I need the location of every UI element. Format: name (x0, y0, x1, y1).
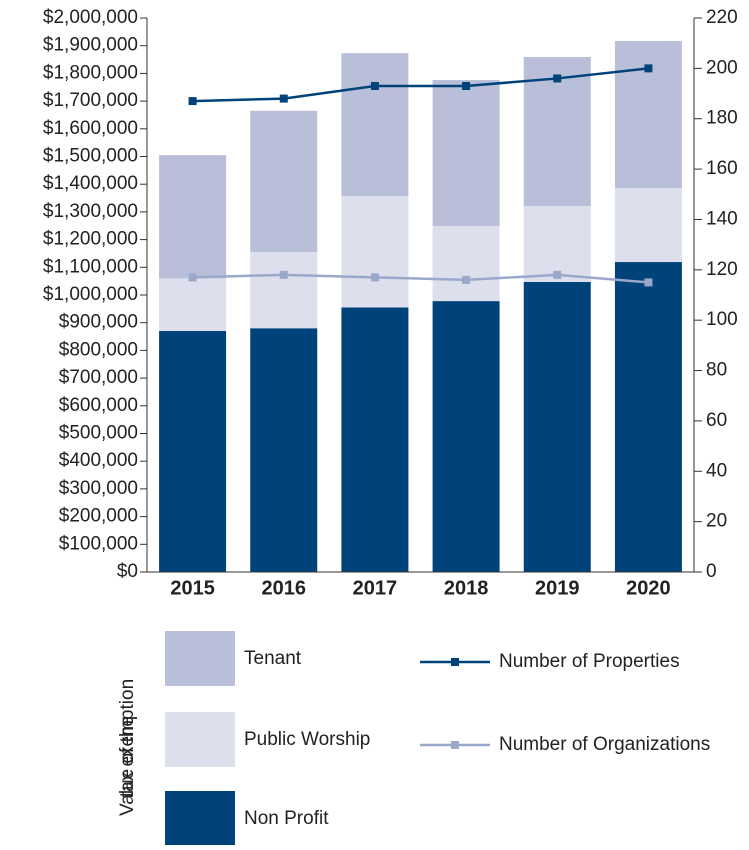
legend-marker (451, 741, 459, 749)
y-tick-label: $800,000 (59, 339, 138, 360)
x-tick-label: 2017 (353, 577, 398, 599)
y-tick-label: $600,000 (59, 395, 138, 416)
legend-swatch (165, 712, 235, 767)
y-tick-label: $500,000 (59, 423, 138, 444)
x-tick-label: 2020 (626, 577, 671, 599)
y-tick-label: $900,000 (59, 312, 138, 333)
y2-tick-label: 100 (706, 309, 738, 330)
bar (159, 155, 227, 279)
line-marker (644, 64, 653, 73)
y2-tick-label: 60 (706, 410, 727, 431)
y-tick-label: $1,900,000 (43, 35, 138, 56)
legend-label: Number of Properties (499, 651, 680, 672)
y-tick-label: $1,400,000 (43, 173, 138, 194)
x-tick-label: 2016 (262, 577, 307, 599)
legend-swatch (165, 791, 235, 846)
legend-label: Number of Organizations (499, 734, 710, 755)
bar (341, 196, 409, 308)
line (192, 67, 649, 103)
line-marker (462, 275, 471, 284)
y2-tick-label: 180 (706, 108, 738, 129)
legend-title: Value of the (117, 716, 138, 816)
y-tick-label: $1,300,000 (43, 201, 138, 222)
y2-tick-label: 140 (706, 208, 738, 229)
legend-title: tax exemption (117, 679, 138, 797)
line-marker (553, 270, 562, 279)
legend-label: Tenant (244, 648, 302, 669)
line (192, 273, 649, 284)
y-tick-label: $2,000,000 (43, 7, 138, 28)
y-tick-label: $700,000 (59, 367, 138, 388)
line-marker (553, 74, 562, 83)
y2-tick-label: 0 (706, 561, 717, 582)
bar (341, 53, 409, 197)
y-tick-label: $300,000 (59, 478, 138, 499)
y2-tick-label: 40 (706, 460, 727, 481)
y-tick-label: $200,000 (59, 506, 138, 527)
bar (523, 281, 591, 572)
line-marker (370, 273, 379, 282)
y2-tick-label: 20 (706, 511, 727, 532)
bar (614, 188, 682, 263)
line-marker (644, 278, 653, 287)
line-marker (370, 81, 379, 90)
bar (159, 278, 227, 332)
legend-label: Public Worship (244, 729, 370, 750)
y-tick-label: $1,000,000 (43, 284, 138, 305)
y-tick-label: $1,800,000 (43, 62, 138, 83)
legend-title-line: Value of the (117, 716, 138, 816)
bar (432, 301, 500, 572)
legend-title-line: tax exemption (117, 679, 138, 797)
line-marker (279, 270, 288, 279)
bar (159, 331, 227, 572)
y-tick-label: $1,600,000 (43, 118, 138, 139)
y-tick-label: $0 (117, 561, 138, 582)
line-marker (279, 94, 288, 103)
legend-label: Non Profit (244, 808, 329, 829)
bar (614, 262, 682, 572)
x-tick-label: 2018 (444, 577, 489, 599)
line-marker (462, 81, 471, 90)
y-tick-label: $100,000 (59, 533, 138, 554)
bar (250, 110, 318, 253)
y-tick-label: $1,100,000 (43, 256, 138, 277)
bar (341, 307, 409, 572)
bar (432, 226, 500, 302)
x-tick-label: 2015 (170, 577, 215, 599)
y2-tick-label: 160 (706, 158, 738, 179)
bar (614, 40, 682, 189)
line-marker (188, 273, 197, 282)
y2-tick-label: 80 (706, 360, 727, 381)
y2-tick-label: 120 (706, 259, 738, 280)
y-tick-label: $400,000 (59, 450, 138, 471)
x-tick-label: 2019 (535, 577, 580, 599)
bar (250, 328, 318, 572)
legend-swatch (165, 631, 235, 686)
legend-marker (451, 658, 459, 666)
bar (250, 252, 318, 329)
bar (432, 80, 500, 227)
y2-tick-label: 200 (706, 57, 738, 78)
bar (523, 206, 591, 282)
y2-tick-label: 220 (706, 7, 738, 28)
y-tick-label: $1,200,000 (43, 229, 138, 250)
y-tick-label: $1,700,000 (43, 90, 138, 111)
y-tick-label: $1,500,000 (43, 146, 138, 167)
line-marker (188, 97, 197, 106)
